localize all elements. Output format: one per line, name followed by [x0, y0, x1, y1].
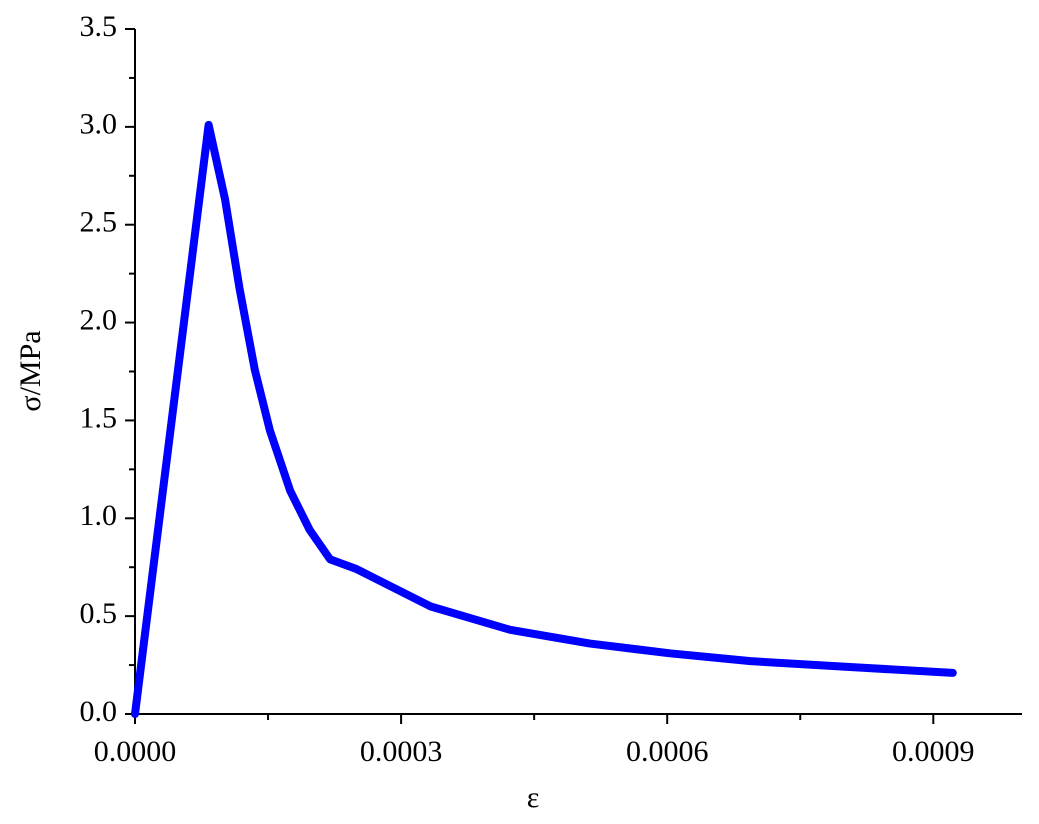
y-tick-label: 0.5 [80, 597, 118, 630]
y-tick-label: 3.0 [80, 108, 118, 141]
x-tick-label: 0.0006 [626, 735, 709, 768]
x-tick-label: 0.0009 [892, 735, 975, 768]
x-tick-label: 0.0003 [360, 735, 443, 768]
y-tick-label: 2.0 [80, 303, 118, 336]
y-axis-label: σ/MPa [14, 330, 47, 411]
y-tick-label: 3.5 [80, 10, 118, 43]
y-tick-label: 1.0 [80, 499, 118, 532]
x-axis-label: ε [527, 781, 540, 814]
y-tick-label: 2.5 [80, 206, 118, 239]
y-tick-label: 1.5 [80, 401, 118, 434]
x-tick-label: 0.0000 [94, 735, 177, 768]
data-line [131, 120, 957, 718]
y-tick-label: 0.0 [80, 695, 118, 728]
